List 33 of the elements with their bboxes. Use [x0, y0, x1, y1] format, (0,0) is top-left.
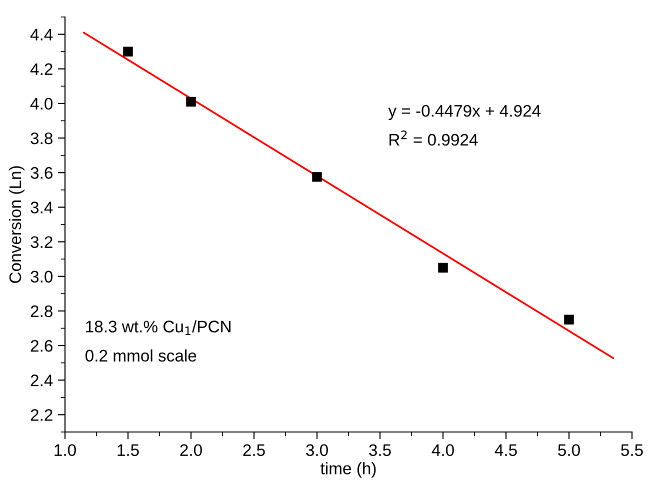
x-tick-label: 4.5	[494, 444, 517, 456]
point	[123, 46, 133, 56]
y-tick-label: 2.8	[30, 305, 52, 318]
annotation: y = -0.4479x + 4.924	[388, 104, 541, 120]
x-tick-label: 5.5	[621, 444, 643, 456]
point	[186, 96, 196, 107]
x-tick-label: 2.5	[243, 444, 265, 456]
y-tick-label: 3.8	[30, 132, 52, 144]
x-tick-label: 5.0	[558, 444, 580, 456]
point	[312, 172, 322, 182]
annotation: 18.3 wt.% Cu$_{1}$/PCN	[86, 320, 230, 336]
y-tick-label: 4.2	[30, 63, 52, 75]
y-tick-label: 3.0	[30, 270, 53, 283]
point	[438, 262, 448, 273]
y-tick-label: 3.6	[30, 167, 52, 179]
y-tick-label: 3.2	[30, 236, 52, 248]
point	[564, 314, 574, 324]
x-tick-label: 2.0	[180, 444, 202, 456]
y-tick-label: 3.4	[30, 202, 53, 214]
x-axis-title: time (h)	[320, 462, 376, 478]
y-tick-label: 4.4	[30, 28, 53, 40]
y-tick-label: 2.6	[30, 340, 52, 352]
annotation: 0.2 mmol scale	[85, 349, 196, 362]
x-tick-label: 3.0	[306, 444, 328, 456]
x-tick-label: 4.0	[432, 444, 454, 456]
x-tick-label: 1.0	[54, 444, 76, 456]
x-tick-label: 1.5	[118, 444, 139, 456]
y-tick-label: 2.2	[30, 409, 52, 421]
y-tick-label: 2.4	[30, 374, 53, 386]
x-tick-label: 3.5	[369, 444, 391, 456]
y-tick-label: 4.0	[30, 98, 53, 110]
annotation: R$^{2}$ = 0.9924	[390, 130, 478, 146]
y-axis-title: Conversion (Ln)	[8, 166, 24, 283]
